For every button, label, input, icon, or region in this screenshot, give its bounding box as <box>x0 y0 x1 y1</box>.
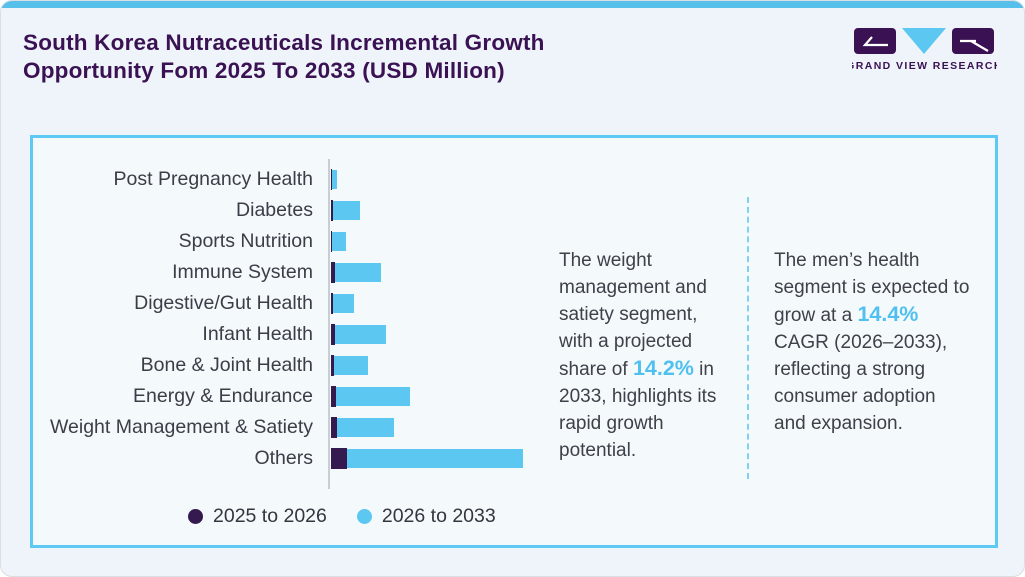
annotation-right-highlight: 14.4% <box>857 302 919 326</box>
logo-r-mark <box>960 39 989 52</box>
bar-segment-2025-2026 <box>331 448 347 469</box>
category-label: Sports Nutrition <box>178 230 313 252</box>
logo-g-block <box>854 28 896 54</box>
logo-wordmark: GRAND VIEW RESEARCH <box>852 60 997 72</box>
legend-dot-2026-2033 <box>356 509 372 524</box>
chart-legend: 2025 to 2026 2026 to 2033 <box>188 505 526 528</box>
bar-segment-2025-2026 <box>331 355 334 376</box>
bar-segment-2026-2033 <box>337 418 394 437</box>
category-label: Energy & Endurance <box>133 385 313 407</box>
bar-group <box>331 200 360 221</box>
category-label: Diabetes <box>236 199 313 221</box>
bar-group <box>331 324 386 345</box>
legend-dot-2025-2026 <box>188 509 203 524</box>
bar-segment-2025-2026 <box>331 169 332 190</box>
bar-segment-2026-2033 <box>333 201 360 220</box>
logo-v-triangle <box>902 28 946 54</box>
bar-row: Bone & Joint Health <box>33 350 523 381</box>
category-label: Digestive/Gut Health <box>134 292 313 314</box>
annotation-left-text-after: in 2033, highlights its rapid growth pot… <box>559 359 717 461</box>
bar-segment-2026-2033 <box>332 232 346 251</box>
bar-segment-2025-2026 <box>331 324 335 345</box>
bar-group <box>331 169 337 190</box>
top-accent-bar <box>1 1 1024 8</box>
bar-chart: Post Pregnancy Health Diabetes Sports Nutr… <box>33 164 523 474</box>
grand-view-research-logo: GRAND VIEW RESEARCH <box>852 28 997 72</box>
category-label: Immune System <box>172 261 313 283</box>
annotation-right-text: The men’s health segment is expected to … <box>774 250 970 326</box>
category-label: Infant Health <box>202 323 313 345</box>
legend-label-2025-2026: 2025 to 2026 <box>213 505 327 527</box>
dashed-divider <box>747 197 749 479</box>
bar-row: Immune System <box>33 257 523 288</box>
bar-group <box>331 293 354 314</box>
annotation-left-text: The weight management and satiety segmen… <box>559 250 707 380</box>
annotation-mens-health: The men’s health segment is expected to … <box>774 247 970 437</box>
page-title-line1: South Korea Nutraceuticals Incremental G… <box>23 30 545 55</box>
bar-segment-2026-2033 <box>335 263 381 282</box>
legend-item-2025-2026: 2025 to 2026 <box>188 505 327 528</box>
bar-group <box>331 417 394 438</box>
bar-segment-2025-2026 <box>331 231 332 252</box>
annotation-weight-management: The weight management and satiety segmen… <box>559 247 735 464</box>
bar-group <box>331 448 523 469</box>
bar-row: Weight Management & Satiety <box>33 412 523 443</box>
bar-segment-2026-2033 <box>332 170 337 189</box>
legend-item-2026-2033: 2026 to 2033 <box>356 505 496 528</box>
bar-segment-2025-2026 <box>331 262 335 283</box>
annotation-right-text-after: CAGR (2026–2033), reflecting a strong co… <box>774 332 948 434</box>
annotation-left-highlight: 14.2% <box>632 356 694 380</box>
page-title: South Korea Nutraceuticals Incremental G… <box>23 29 545 85</box>
bar-row: Energy & Endurance <box>33 381 523 412</box>
bar-group <box>331 262 381 283</box>
bar-segment-2026-2033 <box>333 294 354 313</box>
bar-group <box>331 355 368 376</box>
bar-segment-2025-2026 <box>331 200 333 221</box>
category-label: Others <box>254 447 313 469</box>
bar-group <box>331 231 346 252</box>
chart-card: Post Pregnancy Health Diabetes Sports Nutr… <box>30 135 998 548</box>
bar-segment-2026-2033 <box>336 387 410 406</box>
bar-row: Infant Health <box>33 319 523 350</box>
category-label: Bone & Joint Health <box>140 354 313 376</box>
bar-segment-2025-2026 <box>331 386 336 407</box>
category-label: Post Pregnancy Health <box>113 168 313 190</box>
category-label: Weight Management & Satiety <box>49 416 313 438</box>
legend-label-2026-2033: 2026 to 2033 <box>381 505 496 527</box>
bar-segment-2026-2033 <box>334 356 368 375</box>
bar-segment-2025-2026 <box>331 293 333 314</box>
bar-row: Diabetes <box>33 195 523 226</box>
page-title-line2: Opportunity Fom 2025 To 2033 (USD Millio… <box>23 58 505 83</box>
logo-g-mark <box>862 36 888 47</box>
bar-segment-2026-2033 <box>347 449 523 468</box>
chart-axis-line <box>328 159 330 489</box>
bar-row: Post Pregnancy Health <box>33 164 523 195</box>
bar-segment-2025-2026 <box>331 417 337 438</box>
bar-row: Digestive/Gut Health <box>33 288 523 319</box>
bar-segment-2026-2033 <box>335 325 386 344</box>
bar-row: Others <box>33 443 523 474</box>
bar-group <box>331 386 410 407</box>
bar-row: Sports Nutrition <box>33 226 523 257</box>
